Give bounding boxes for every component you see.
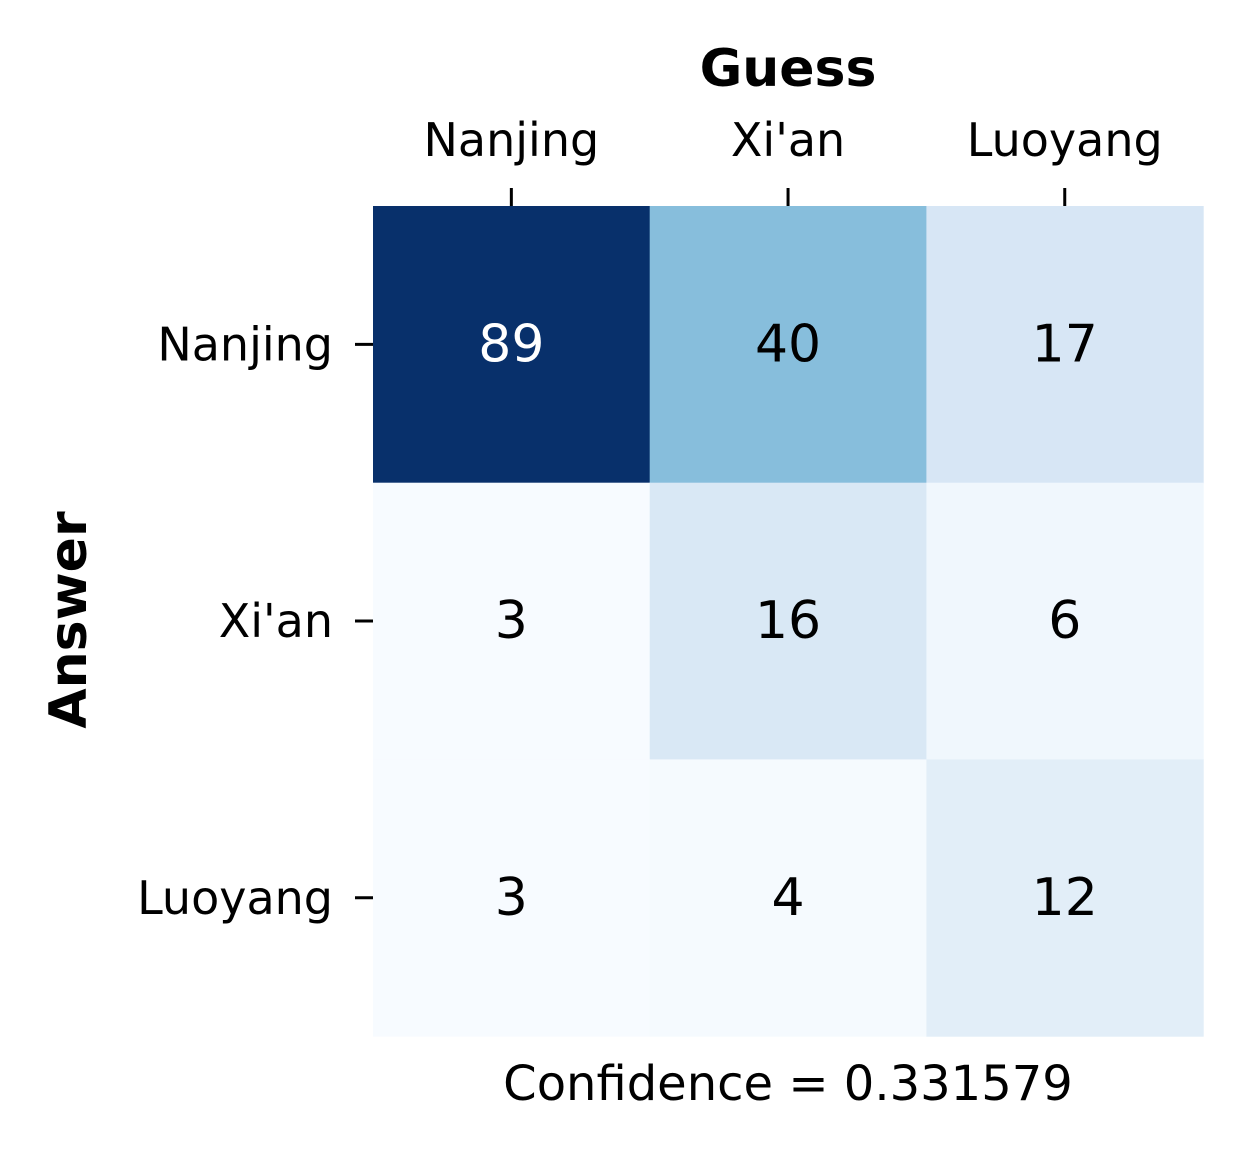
- heatmap-cell-r1-c0: [373, 482, 651, 760]
- y-tick-label: Nanjing: [157, 317, 333, 371]
- y-tick-label: Luoyang: [137, 871, 333, 925]
- heatmap-cell-r2-c0: [373, 759, 651, 1037]
- cell-value-label: 17: [1032, 314, 1098, 374]
- heatmap-cell-r0-c1: [649, 206, 927, 484]
- y-tick-label: Xi'an: [219, 594, 333, 648]
- heatmap-cell-r1-c1: [649, 482, 927, 760]
- cell-value-label: 16: [755, 591, 821, 651]
- cell-value-label: 4: [772, 868, 805, 928]
- heatmap-cell-r2-c1: [649, 759, 927, 1037]
- heatmap-cell-r0-c0: [373, 206, 651, 484]
- x-axis-ticks: Nanjing Xi'an Luoyang: [424, 113, 1163, 206]
- heatmap-cell-r2-c2: [926, 759, 1204, 1037]
- confidence-footer: Confidence = 0.331579: [503, 1056, 1073, 1112]
- cell-value-label: 3: [495, 868, 528, 928]
- x-tick-label: Nanjing: [424, 113, 600, 167]
- cell-value-label: 3: [495, 591, 528, 651]
- x-axis-title: Guess: [700, 39, 877, 99]
- y-axis-ticks: Nanjing Xi'an Luoyang: [137, 317, 373, 925]
- cell-value-label: 12: [1032, 868, 1098, 928]
- x-tick-label: Xi'an: [731, 113, 845, 167]
- heatmap-cell-r0-c2: [926, 206, 1204, 484]
- cell-value-label: 40: [755, 314, 821, 374]
- cell-value-label: 6: [1048, 591, 1081, 651]
- cell-value-label: 89: [478, 314, 544, 374]
- heatmap-cell-labels: 89 40 17 3 16 6 3 4 12: [478, 314, 1098, 927]
- heatmap-cells: [373, 206, 1204, 1037]
- x-tick-label: Luoyang: [967, 113, 1163, 167]
- y-axis-title: Answer: [39, 511, 99, 729]
- heatmap-cell-r1-c2: [926, 482, 1204, 760]
